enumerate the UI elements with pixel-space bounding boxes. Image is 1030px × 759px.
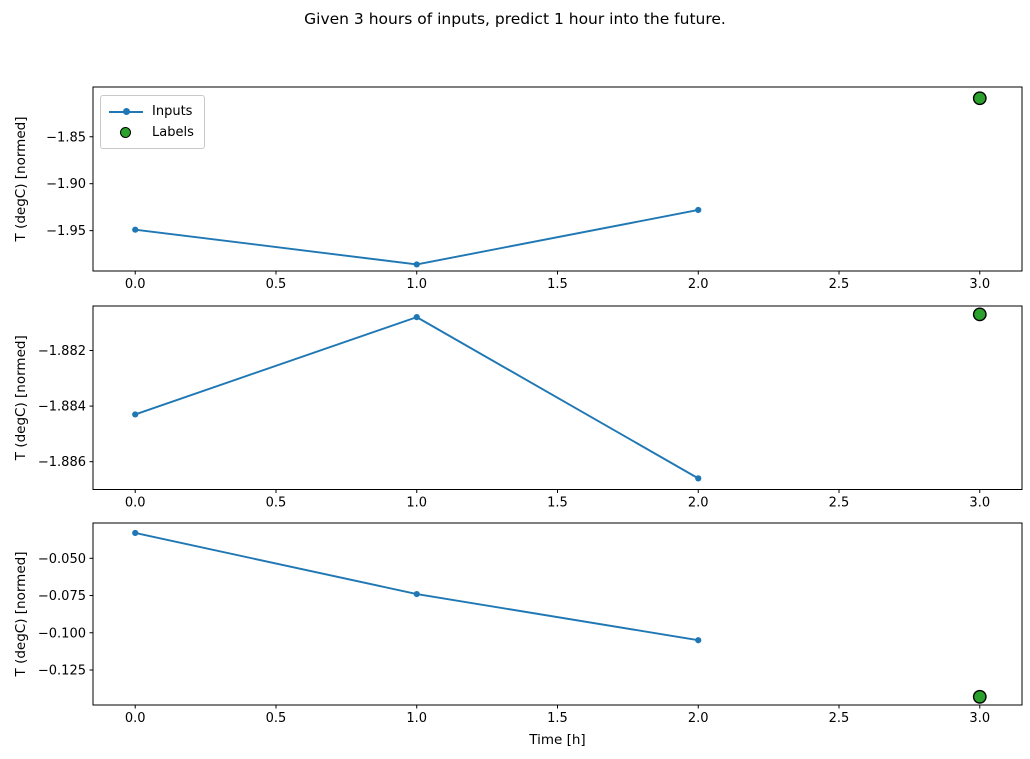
label-point — [972, 91, 987, 106]
figure-title: Given 3 hours of inputs, predict 1 hour … — [304, 10, 726, 28]
x-tick-label: 0.5 — [266, 277, 287, 292]
y-tick-label: −1.884 — [38, 400, 86, 415]
input-point — [132, 529, 139, 537]
axes-frame — [92, 522, 1023, 706]
x-tick-label: 0.0 — [125, 711, 146, 726]
y-tick-label: −1.85 — [46, 130, 86, 145]
input-point — [132, 226, 139, 233]
input-point — [695, 475, 702, 482]
legend-label-inputs: Inputs — [152, 104, 193, 119]
x-tick-label: 1.0 — [406, 711, 427, 726]
x-tick-label: 2.5 — [829, 711, 850, 726]
x-tick-label: 1.5 — [547, 496, 568, 511]
y-tick-label: −1.90 — [46, 177, 86, 192]
y-tick-label: −1.95 — [46, 224, 86, 239]
x-tick-label: 3.0 — [969, 496, 990, 511]
legend-item-inputs: Inputs — [109, 101, 194, 122]
y-tick-label: −0.125 — [38, 664, 86, 679]
input-point — [695, 637, 702, 644]
x-tick-label: 2.0 — [688, 277, 709, 292]
y-axis-label: T (degC) [normed] — [13, 335, 29, 461]
x-tick-label: 1.0 — [406, 496, 427, 511]
axes-frame — [92, 86, 1023, 272]
label-point — [972, 689, 987, 704]
inputs-line — [135, 532, 699, 642]
y-tick-label: −0.075 — [38, 589, 86, 604]
x-tick-label: 0.5 — [266, 711, 287, 726]
y-tick-label: −1.882 — [38, 344, 86, 359]
x-tick-label: 0.0 — [125, 277, 146, 292]
x-tick-label: 1.0 — [406, 277, 427, 292]
y-axis-label: T (degC) [normed] — [13, 552, 29, 678]
x-tick-label: 3.0 — [969, 711, 990, 726]
label-point — [972, 307, 987, 322]
legend-label-labels: Labels — [152, 125, 194, 140]
legend-item-labels: Labels — [109, 122, 194, 143]
x-tick-label: 1.5 — [547, 277, 568, 292]
y-tick-label: −0.050 — [38, 552, 86, 567]
labels-marker-swatch — [120, 127, 131, 138]
x-tick-label: 2.5 — [829, 496, 850, 511]
input-point — [695, 206, 702, 214]
inputs-line — [135, 209, 699, 266]
x-axis-label: Time [h] — [528, 732, 585, 748]
x-tick-label: 2.0 — [688, 496, 709, 511]
input-point — [132, 411, 139, 418]
y-tick-label: −0.100 — [38, 626, 86, 641]
y-tick-label: −1.886 — [38, 455, 86, 470]
inputs-dot-icon — [123, 108, 130, 115]
y-axis-label: T (degC) [normed] — [13, 117, 29, 243]
input-point — [413, 314, 420, 321]
x-tick-label: 2.0 — [688, 711, 709, 726]
input-point — [413, 261, 420, 268]
x-tick-label: 2.5 — [829, 277, 850, 292]
x-tick-label: 0.0 — [125, 496, 146, 511]
x-tick-label: 1.5 — [547, 711, 568, 726]
x-tick-label: 0.5 — [266, 496, 287, 511]
inputs-line-swatch — [109, 108, 143, 115]
legend: Inputs Labels — [100, 95, 205, 149]
x-tick-label: 3.0 — [969, 277, 990, 292]
input-point — [413, 590, 420, 598]
inputs-line — [134, 316, 699, 480]
